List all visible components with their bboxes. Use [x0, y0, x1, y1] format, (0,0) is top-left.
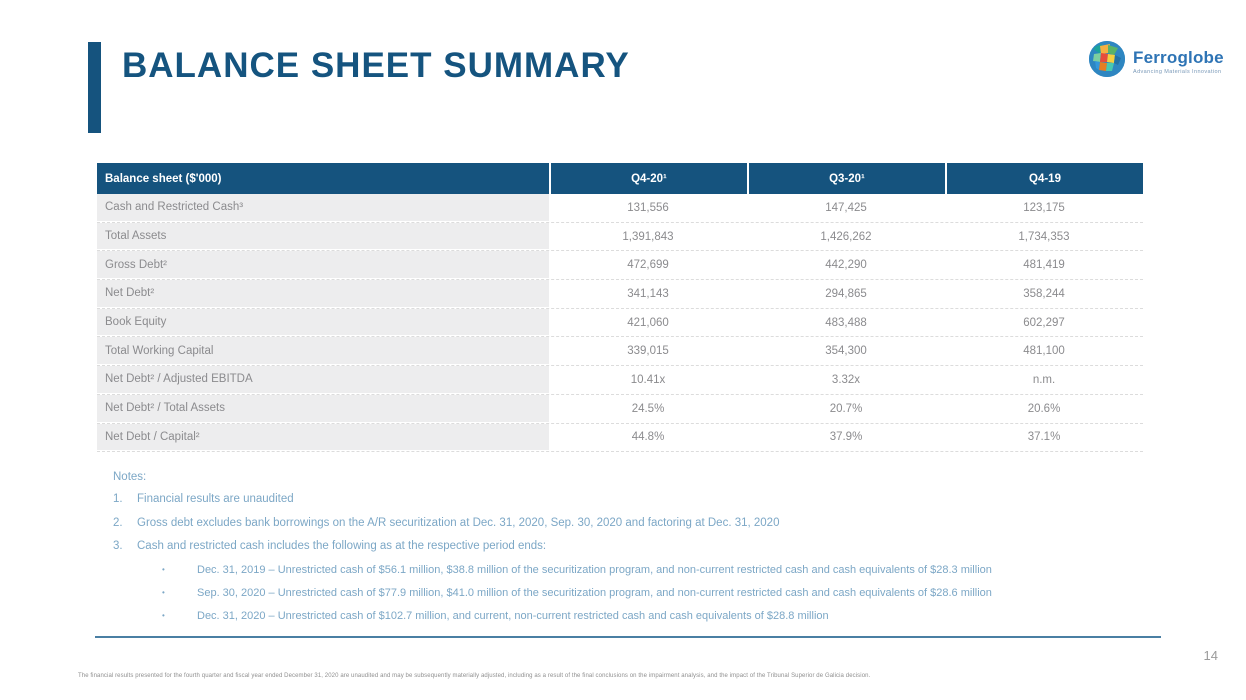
notes-heading: Notes:	[113, 471, 147, 483]
cell-value: 602,297	[945, 308, 1143, 337]
table-row: Cash and Restricted Cash³ 131,556 147,42…	[97, 194, 1143, 223]
bullet-icon: •	[162, 610, 165, 620]
note-item: 2. Gross debt excludes bank borrowings o…	[113, 517, 1143, 530]
cell-value: 339,015	[549, 337, 747, 366]
footer-disclaimer: The financial results presented for the …	[78, 673, 871, 679]
cell-value: 1,426,262	[747, 222, 945, 251]
column-header-q4-20: Q4-20¹	[549, 163, 747, 194]
cell-value: 24.5%	[549, 394, 747, 423]
logo-tagline: Advancing Materials Innovation	[1133, 69, 1222, 75]
page-title: BALANCE SHEET SUMMARY	[122, 46, 630, 85]
row-label: Book Equity	[97, 308, 549, 337]
note-sub-bullet: • Dec. 31, 2020 – Unrestricted cash of $…	[113, 610, 1143, 622]
logo-brand: Ferroglobe	[1133, 48, 1224, 67]
cell-value: 294,865	[747, 280, 945, 308]
cell-value: 10.41x	[549, 366, 747, 394]
note-sub-bullet: • Dec. 31, 2019 – Unrestricted cash of $…	[113, 564, 1143, 576]
cell-value: 442,290	[747, 251, 945, 280]
globe-icon	[1088, 40, 1126, 83]
note-sub-bullet: • Sep. 30, 2020 – Unrestricted cash of $…	[113, 587, 1143, 599]
column-header-q4-19: Q4-19	[945, 163, 1143, 194]
cell-value: 37.9%	[747, 423, 945, 452]
table-row: Total Working Capital 339,015 354,300 48…	[97, 337, 1143, 367]
cell-value: 123,175	[945, 194, 1143, 222]
cell-value: 37.1%	[945, 423, 1143, 452]
row-label: Net Debt²	[97, 280, 549, 308]
page-number: 14	[1203, 648, 1218, 663]
cell-value: 354,300	[747, 337, 945, 366]
table-row: Net Debt² 341,143 294,865 358,244	[97, 280, 1143, 309]
row-label: Net Debt² / Total Assets	[97, 394, 549, 423]
bullet-icon: •	[162, 564, 165, 574]
table-row: Net Debt / Capital² 44.8% 37.9% 37.1%	[97, 423, 1143, 453]
note-number: 1.	[113, 493, 123, 505]
row-label: Gross Debt²	[97, 251, 549, 280]
table-row: Gross Debt² 472,699 442,290 481,419	[97, 251, 1143, 281]
note-number: 2.	[113, 516, 123, 529]
row-label: Net Debt² / Adjusted EBITDA	[97, 366, 549, 394]
cell-value: 481,419	[945, 251, 1143, 280]
row-label: Total Assets	[97, 222, 549, 251]
cell-value: 20.6%	[945, 394, 1143, 423]
table-row: Net Debt² / Adjusted EBITDA 10.41x 3.32x…	[97, 366, 1143, 395]
cell-value: 472,699	[549, 251, 747, 280]
table-row: Total Assets 1,391,843 1,426,262 1,734,3…	[97, 222, 1143, 252]
table-row: Book Equity 421,060 483,488 602,297	[97, 308, 1143, 338]
table-row: Net Debt² / Total Assets 24.5% 20.7% 20.…	[97, 394, 1143, 424]
note-bullet-text: Sep. 30, 2020 – Unrestricted cash of $77…	[197, 586, 992, 599]
cell-value: 421,060	[549, 308, 747, 337]
cell-value: 1,391,843	[549, 222, 747, 251]
row-label: Net Debt / Capital²	[97, 423, 549, 452]
title-accent-bar	[88, 42, 101, 133]
cell-value: 147,425	[747, 194, 945, 222]
note-text: Cash and restricted cash includes the fo…	[137, 540, 547, 552]
cell-value: 3.32x	[747, 366, 945, 394]
note-bullet-text: Dec. 31, 2019 – Unrestricted cash of $56…	[197, 563, 992, 576]
cell-value: 483,488	[747, 308, 945, 337]
logo-text: Ferroglobe Advancing Materials Innovatio…	[1133, 48, 1224, 75]
ferroglobe-logo: Ferroglobe Advancing Materials Innovatio…	[1088, 40, 1224, 83]
cell-value: 1,734,353	[945, 222, 1143, 251]
cell-value: 44.8%	[549, 423, 747, 452]
row-label: Total Working Capital	[97, 337, 549, 366]
bullet-icon: •	[162, 587, 165, 597]
note-number: 3.	[113, 540, 123, 552]
note-item: 1. Financial results are unaudited	[113, 493, 1143, 506]
row-label: Cash and Restricted Cash³	[97, 194, 549, 222]
cell-value: 481,100	[945, 337, 1143, 366]
cell-value: n.m.	[945, 366, 1143, 394]
note-text: Financial results are unaudited	[137, 493, 294, 505]
notes-section: Notes: 1. Financial results are unaudite…	[113, 471, 1143, 633]
cell-value: 358,244	[945, 280, 1143, 308]
note-bullet-text: Dec. 31, 2020 – Unrestricted cash of $10…	[197, 609, 829, 622]
table-header-row: Balance sheet ($'000) Q4-20¹ Q3-20¹ Q4-1…	[97, 163, 1143, 194]
note-item: 3. Cash and restricted cash includes the…	[113, 540, 1143, 553]
cell-value: 131,556	[549, 194, 747, 222]
cell-value: 20.7%	[747, 394, 945, 423]
column-header-balance-sheet: Balance sheet ($'000)	[97, 163, 549, 194]
footer-divider-line	[95, 636, 1161, 638]
cell-value: 341,143	[549, 280, 747, 308]
column-header-q3-20: Q3-20¹	[747, 163, 945, 194]
balance-sheet-table: Balance sheet ($'000) Q4-20¹ Q3-20¹ Q4-1…	[97, 163, 1143, 453]
note-text: Gross debt excludes bank borrowings on t…	[137, 516, 780, 529]
